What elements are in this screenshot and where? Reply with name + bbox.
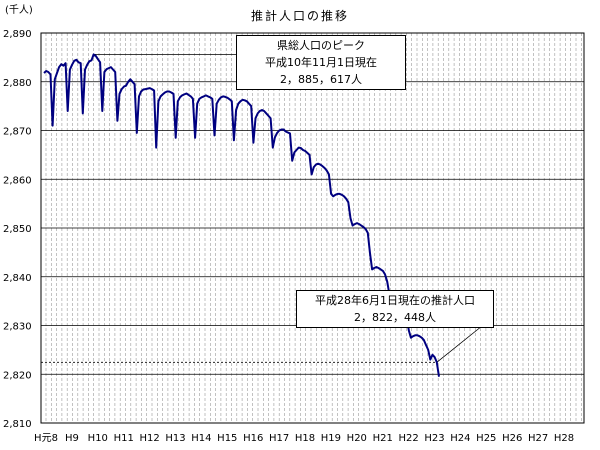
population-series-line — [43, 53, 440, 377]
peak-callout-line-2: 平成10年11月1日現在 — [265, 56, 377, 69]
current-callout-line-2: 2，822，448人 — [354, 311, 436, 324]
y-tick-label: 2,890 — [3, 29, 32, 40]
current-callout-line-1: 平成28年6月1日現在の推計人口 — [315, 294, 475, 307]
y-tick-label: 2,810 — [3, 419, 32, 430]
x-tick-label: H16 — [243, 433, 263, 444]
annotation-markers — [41, 53, 483, 363]
x-tick-label: H11 — [114, 433, 134, 444]
x-tick-label: H23 — [424, 433, 444, 444]
x-tick-label: H18 — [295, 433, 315, 444]
x-tick-label: H22 — [398, 433, 418, 444]
current-leader-line — [436, 325, 483, 363]
y-tick-label: 2,870 — [3, 127, 32, 138]
y-tick-label: 2,860 — [3, 175, 32, 186]
y-tick-label: 2,840 — [3, 273, 32, 284]
grid-layer — [41, 32, 584, 424]
peak-callout-line-3: 2，885，617人 — [280, 73, 362, 86]
chart-title: 推計人口の推移 — [251, 8, 349, 23]
y-axis-unit-label: (千人) — [5, 4, 33, 16]
x-tick-label: H28 — [554, 433, 574, 444]
peak-population-callout: 県総人口のピーク 平成10年11月1日現在 2，885，617人 — [236, 35, 406, 90]
y-tick-label: 2,820 — [3, 370, 32, 381]
y-tick-label: 2,830 — [3, 322, 32, 333]
peak-callout-line-1: 県総人口のピーク — [277, 39, 365, 52]
y-tick-label: 2,880 — [3, 78, 32, 89]
x-tick-label: H元8 — [34, 433, 58, 444]
x-tick-label: H27 — [528, 433, 548, 444]
y-tick-label: 2,850 — [3, 224, 32, 235]
x-tick-label: H20 — [347, 433, 367, 444]
x-tick-label: H21 — [373, 433, 393, 444]
x-tick-label: H17 — [269, 433, 289, 444]
x-axis-ticks: H元8 H9 H10 H11 H12 H13 H14 H15 H16 H17 H18 H19 H20 H2… — [34, 433, 574, 444]
x-tick-label: H15 — [217, 433, 237, 444]
x-tick-label: H10 — [88, 433, 108, 444]
y-axis-ticks: 2,810 2,820 2,830 2,840 2,850 2,860 2,870 2,880… — [3, 29, 32, 430]
x-tick-label: H25 — [476, 433, 496, 444]
x-tick-label: H13 — [165, 433, 185, 444]
x-tick-label: H9 — [65, 433, 79, 444]
x-tick-label: H14 — [191, 433, 211, 444]
current-population-callout: 平成28年6月1日現在の推計人口 2，822，448人 — [296, 290, 494, 328]
x-tick-label: H26 — [502, 433, 522, 444]
plot-area-frame — [40, 32, 585, 424]
x-tick-label: H19 — [321, 433, 341, 444]
x-tick-label: H24 — [450, 433, 470, 444]
x-tick-label: H12 — [139, 433, 159, 444]
